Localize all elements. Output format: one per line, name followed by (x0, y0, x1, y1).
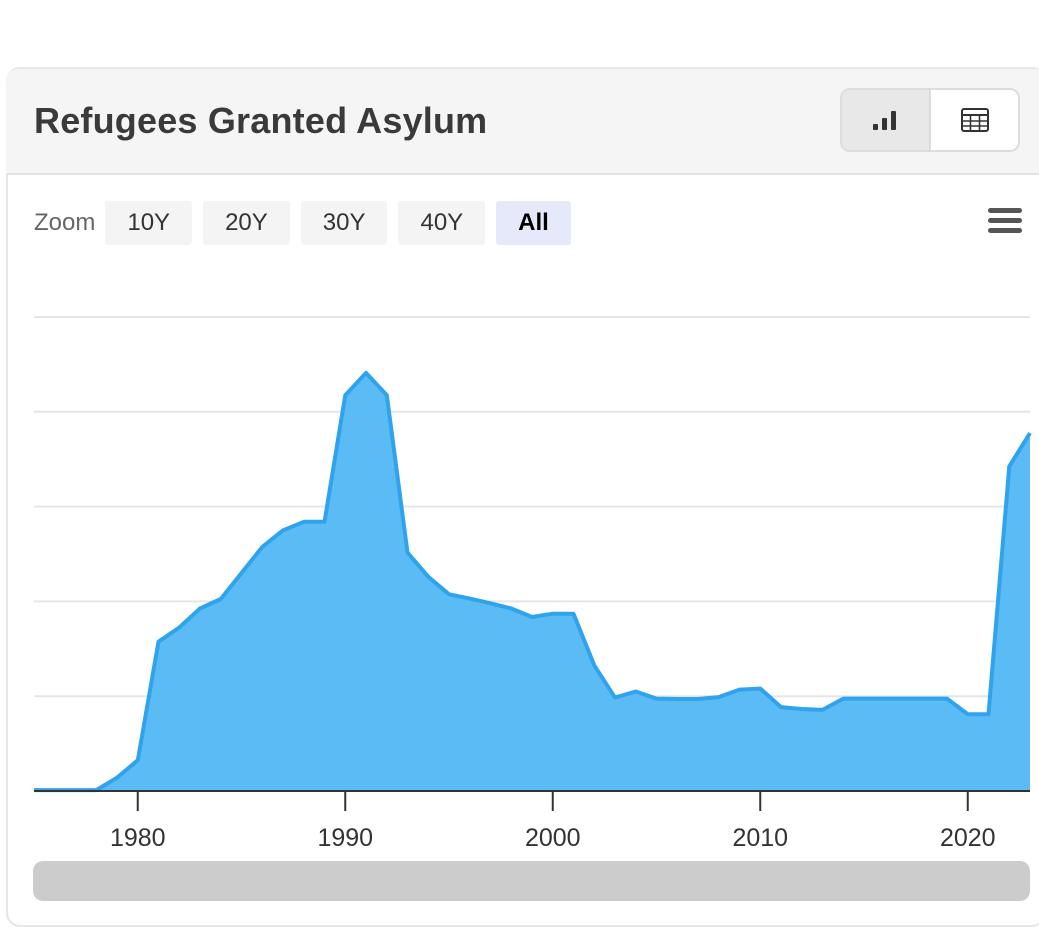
view-toggle (840, 88, 1020, 152)
x-tick-label-2000: 2000 (525, 824, 581, 852)
zoom-button-all[interactable]: All (496, 201, 571, 245)
zoom-button-20y[interactable]: 20Y (203, 201, 290, 245)
table-icon (960, 108, 989, 132)
x-tick-label-2020: 2020 (940, 824, 996, 852)
x-tick-label-2010: 2010 (732, 824, 788, 852)
zoom-button-30y[interactable]: 30Y (300, 201, 388, 245)
table-view-button[interactable] (931, 90, 1018, 150)
x-tick-label-1990: 1990 (317, 824, 373, 852)
range-scrollbar[interactable] (33, 861, 1030, 901)
zoom-button-40y[interactable]: 40Y (398, 201, 486, 245)
x-tick-label-1980: 1980 (110, 824, 166, 852)
area-series-fill (34, 372, 1030, 791)
bar-chart-icon (872, 111, 896, 130)
zoom-button-10y[interactable]: 10Y (105, 201, 193, 245)
zoom-controls: Zoom 10Y 20Y 30Y 40Y All (34, 201, 582, 245)
hamburger-menu-icon[interactable] (988, 208, 1022, 236)
zoom-label: Zoom (34, 209, 96, 236)
chart-title: Refugees Granted Asylum (34, 100, 488, 141)
area-series-line (34, 370, 1032, 793)
chart-view-button[interactable] (842, 90, 931, 150)
